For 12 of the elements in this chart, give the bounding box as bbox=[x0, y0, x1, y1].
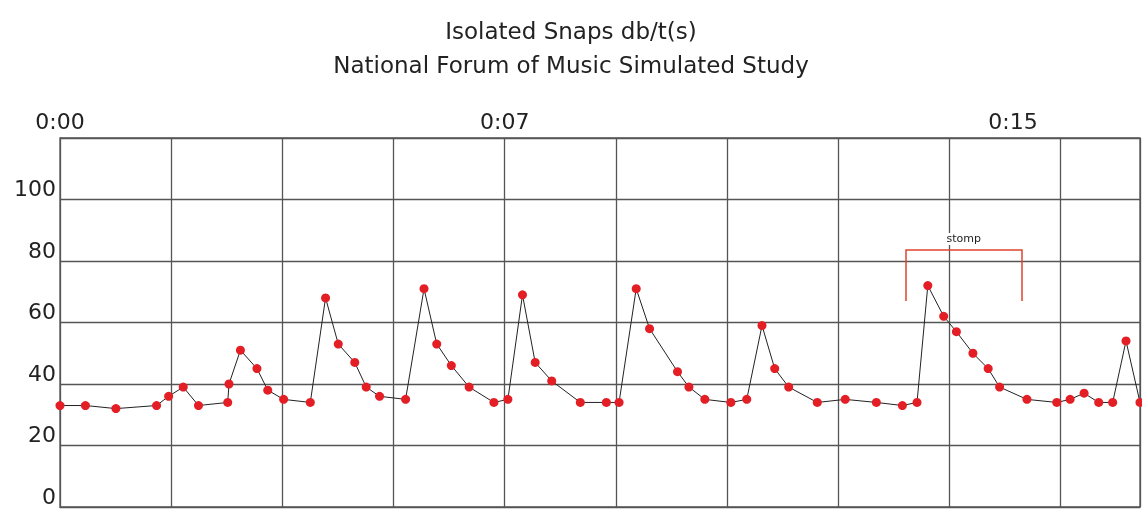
y-tick-label: 60 bbox=[28, 299, 56, 324]
x-tick-label: 0:07 bbox=[480, 108, 530, 134]
x-tick-label: 0:00 bbox=[35, 108, 85, 134]
y-tick-label: 0 bbox=[42, 483, 56, 509]
chart-subtitle: National Forum of Music Simulated Study bbox=[333, 51, 809, 78]
chart-title: Isolated Snaps db/t(s) bbox=[445, 17, 697, 44]
y-tick-label: 40 bbox=[28, 360, 56, 386]
annotation: stomp bbox=[944, 231, 984, 245]
y-tick-label: 20 bbox=[28, 422, 56, 447]
y-tick-label: 100 bbox=[14, 176, 56, 201]
x-tick-label: 0:15 bbox=[988, 108, 1038, 134]
y-tick-label: 80 bbox=[28, 237, 56, 263]
